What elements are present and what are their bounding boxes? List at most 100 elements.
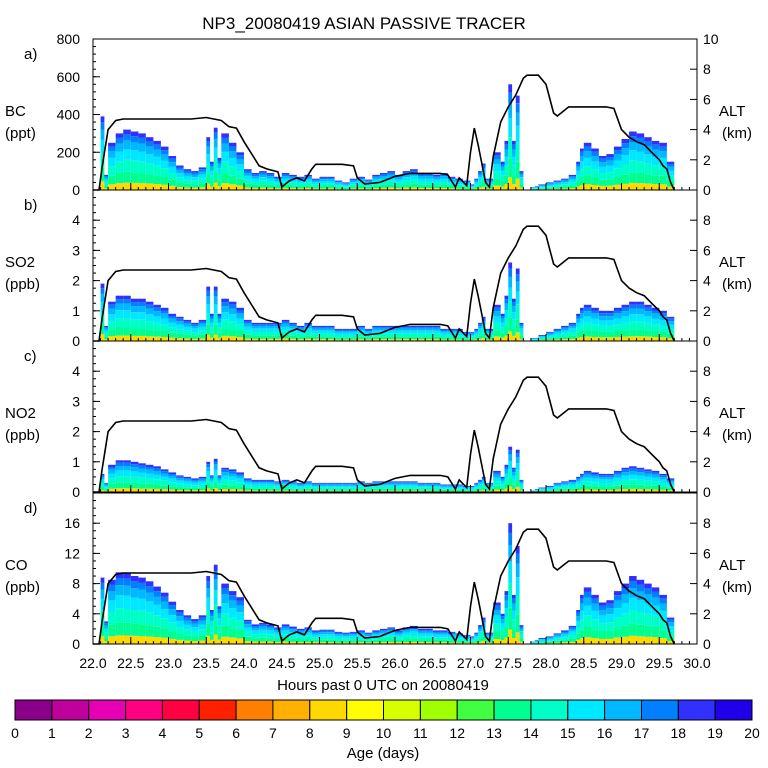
tracer-column bbox=[191, 326, 199, 329]
tracer-column bbox=[334, 185, 343, 188]
tracer-column bbox=[470, 638, 475, 641]
tracer-column bbox=[504, 600, 509, 609]
tracer-column bbox=[455, 489, 463, 492]
x-tick-label: 29.0 bbox=[608, 655, 635, 671]
alt-tick-label: 0 bbox=[703, 182, 711, 198]
tracer-column bbox=[580, 148, 584, 152]
tracer-column bbox=[191, 171, 199, 173]
tracer-column bbox=[447, 488, 456, 490]
tracer-column bbox=[334, 339, 343, 341]
tracer-column bbox=[644, 146, 652, 155]
tracer-column bbox=[311, 483, 320, 485]
tracer-column bbox=[311, 184, 320, 187]
tracer-column bbox=[432, 182, 441, 186]
tracer-column bbox=[334, 634, 343, 636]
tracer-column bbox=[410, 170, 418, 173]
tracer-column bbox=[281, 479, 290, 481]
alt-tick-label: 0 bbox=[703, 333, 711, 349]
tracer-column bbox=[191, 180, 199, 185]
tracer-column bbox=[266, 488, 275, 491]
tracer-column bbox=[210, 337, 214, 341]
tracer-column bbox=[289, 322, 297, 325]
tracer-column bbox=[613, 472, 622, 475]
tracer-column bbox=[580, 331, 584, 337]
tracer-column bbox=[470, 186, 475, 188]
tracer-column bbox=[342, 183, 350, 185]
tracer-column bbox=[474, 180, 479, 183]
tracer-column bbox=[644, 322, 652, 331]
tracer-column bbox=[296, 485, 305, 488]
tracer-column bbox=[104, 336, 109, 340]
tracer-column bbox=[666, 318, 675, 322]
tracer-column bbox=[530, 338, 535, 340]
tracer-column bbox=[613, 154, 622, 161]
tracer-column bbox=[553, 490, 562, 492]
tracer-column bbox=[319, 483, 328, 485]
tracer-column bbox=[176, 616, 184, 621]
tracer-column bbox=[493, 164, 501, 172]
tracer-column bbox=[236, 475, 244, 479]
tracer-column bbox=[425, 484, 433, 486]
tracer-column bbox=[259, 626, 267, 630]
tracer-column bbox=[251, 174, 260, 177]
tracer-column bbox=[191, 322, 199, 325]
tracer-column bbox=[474, 184, 479, 187]
tracer-column bbox=[606, 185, 614, 190]
tracer-column bbox=[474, 179, 479, 181]
tracer-column bbox=[130, 482, 139, 489]
tracer-column bbox=[213, 296, 218, 304]
tracer-column bbox=[598, 609, 607, 616]
tracer-column bbox=[606, 608, 614, 615]
tracer-column bbox=[613, 318, 622, 325]
tracer-column bbox=[417, 484, 426, 486]
tracer-column bbox=[138, 173, 146, 184]
tracer-column bbox=[580, 475, 584, 478]
tracer-column bbox=[138, 312, 146, 320]
tracer-column bbox=[481, 176, 486, 183]
tracer-column bbox=[123, 622, 131, 636]
tracer-column bbox=[176, 318, 184, 322]
tracer-column bbox=[115, 578, 124, 586]
tracer-column bbox=[281, 173, 290, 175]
tracer-column bbox=[568, 174, 577, 177]
tracer-column bbox=[160, 480, 169, 486]
tracer-column bbox=[387, 327, 395, 329]
tracer-column bbox=[534, 339, 539, 341]
x-tick-label: 30.0 bbox=[683, 655, 710, 671]
tracer-column bbox=[500, 316, 505, 319]
tracer-column bbox=[138, 582, 146, 590]
tracer-column bbox=[213, 634, 218, 644]
tracer-column bbox=[568, 482, 577, 484]
tracer-column bbox=[115, 161, 124, 173]
tracer-column bbox=[266, 624, 275, 626]
tracer-column bbox=[591, 337, 599, 341]
tracer-column bbox=[176, 182, 184, 187]
tracer-column bbox=[183, 334, 192, 339]
tracer-column bbox=[576, 490, 580, 492]
tracer-column bbox=[213, 458, 218, 462]
tracer-column bbox=[104, 621, 109, 624]
tracer-column bbox=[387, 330, 395, 334]
y-tick-label: 4 bbox=[72, 606, 80, 622]
tracer-column bbox=[512, 484, 516, 490]
tracer-column bbox=[304, 328, 312, 332]
tracer-column bbox=[481, 619, 486, 623]
tracer-column bbox=[583, 470, 592, 473]
tracer-column bbox=[130, 183, 139, 190]
tracer-column bbox=[508, 486, 513, 492]
tracer-column bbox=[568, 634, 577, 639]
tracer-column bbox=[334, 187, 343, 189]
tracer-column bbox=[251, 176, 260, 179]
tracer-column bbox=[379, 630, 388, 632]
tracer-column bbox=[191, 480, 199, 483]
tracer-column bbox=[621, 174, 630, 184]
tracer-column bbox=[455, 184, 463, 187]
tracer-column bbox=[191, 172, 199, 175]
tracer-column bbox=[440, 485, 448, 486]
tracer-column bbox=[432, 330, 441, 334]
tracer-column bbox=[447, 183, 456, 186]
tracer-column bbox=[304, 179, 312, 183]
tracer-column bbox=[198, 171, 207, 175]
tracer-column bbox=[644, 625, 652, 637]
tracer-column bbox=[281, 638, 290, 642]
